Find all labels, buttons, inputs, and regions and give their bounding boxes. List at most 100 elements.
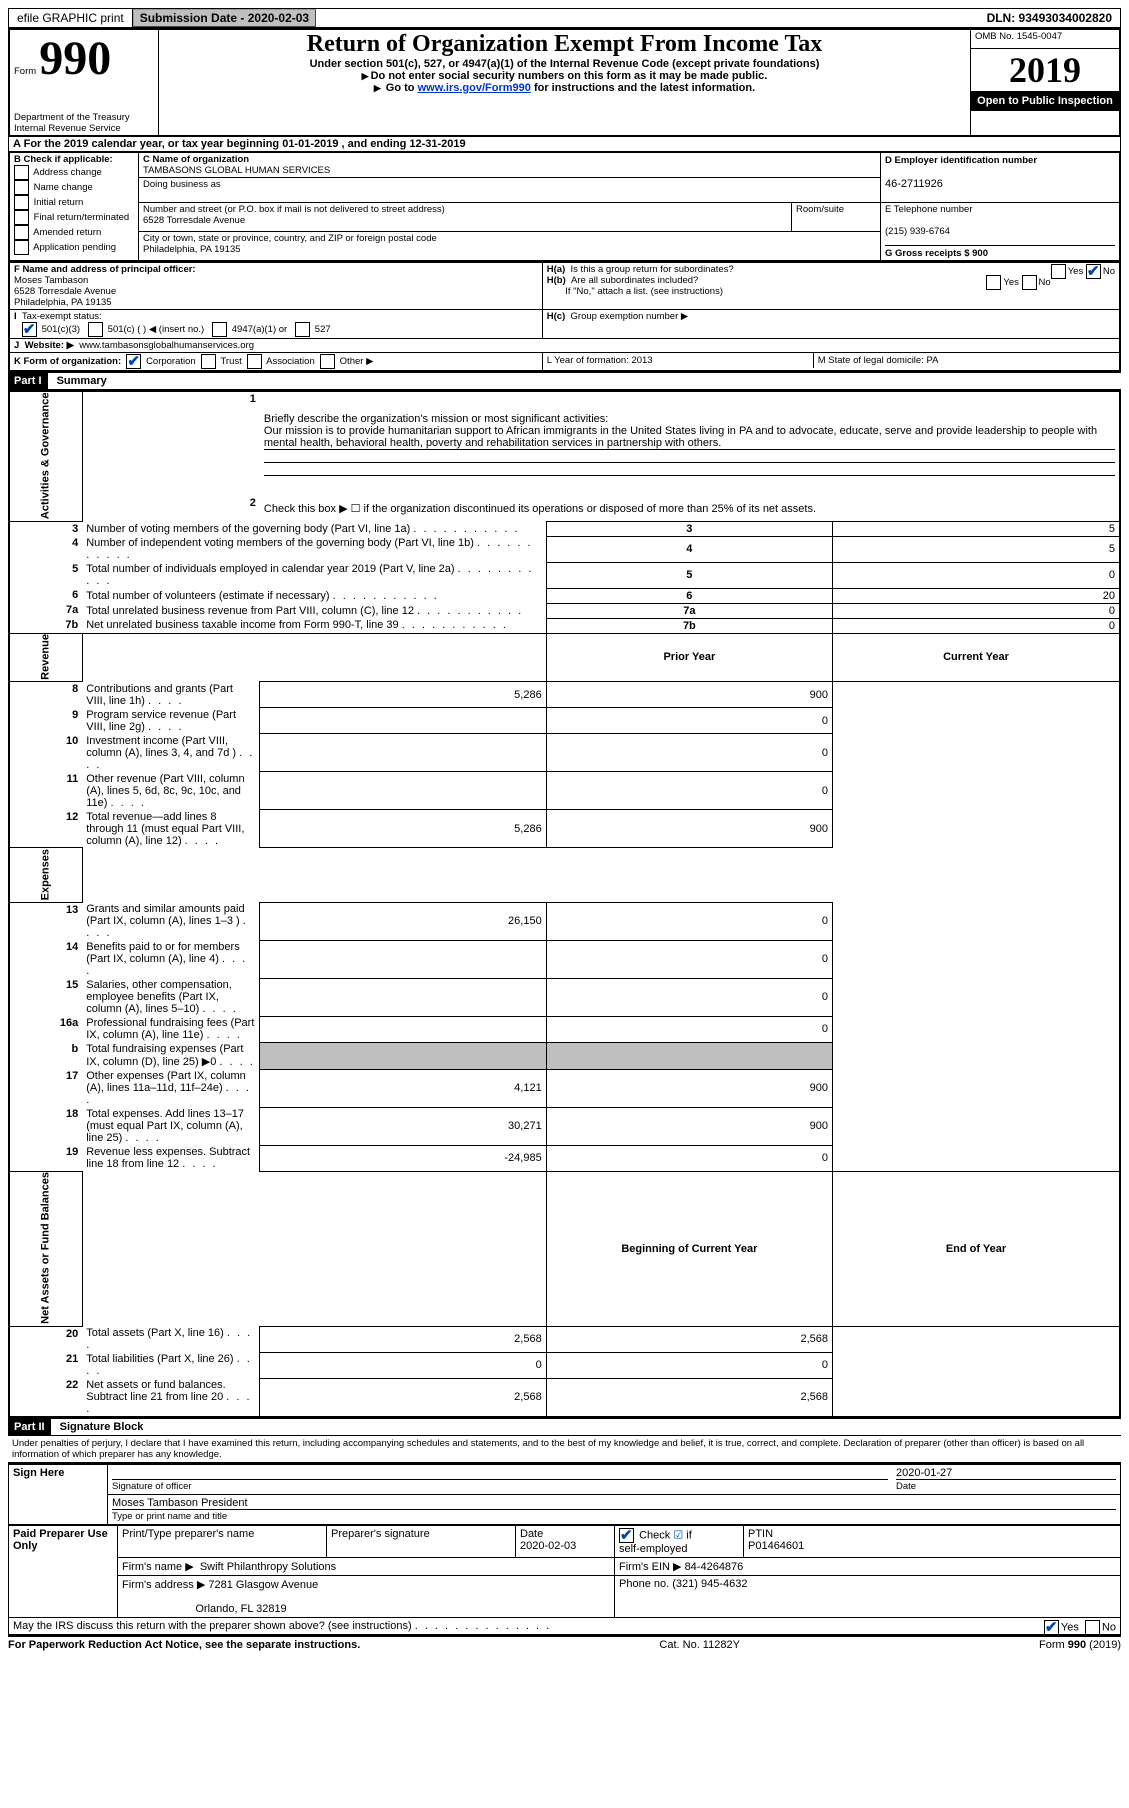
jurat: Under penalties of perjury, I declare th… — [8, 1436, 1121, 1464]
g-label: G Gross receipts $ 900 — [885, 248, 988, 259]
website: www.tambasonsglobalhumanservices.org — [79, 340, 254, 351]
col-current: Current Year — [833, 633, 1120, 682]
date-label: Date — [896, 1481, 916, 1492]
discuss-yes[interactable] — [1044, 1620, 1059, 1635]
rev-label: Revenue — [9, 633, 82, 682]
discuss-row: May the IRS discuss this return with the… — [8, 1618, 1121, 1635]
i-527[interactable] — [295, 322, 310, 337]
b-check[interactable] — [14, 180, 29, 195]
firm-addr2: Orlando, FL 32819 — [195, 1603, 286, 1615]
dept-line1: Department of the Treasury — [14, 112, 154, 123]
tax-year: 2019 — [971, 49, 1119, 91]
k-label: K Form of organization: — [14, 356, 121, 367]
page-footer: For Paperwork Reduction Act Notice, see … — [8, 1635, 1121, 1651]
hb-note: If "No," attach a list. (see instruction… — [565, 286, 723, 297]
open-public: Open to Public Inspection — [971, 91, 1119, 111]
part2-header: Part II — [8, 1419, 51, 1435]
b-check[interactable] — [14, 225, 29, 240]
c-name-label: C Name of organization — [143, 154, 249, 165]
line-a: A For the 2019 calendar year, or tax yea… — [8, 137, 1121, 152]
officer-name: Moses Tambason — [14, 275, 88, 286]
prep-name-label: Print/Type preparer's name — [118, 1526, 327, 1558]
ha-label: Is this a group return for subordinates? — [571, 264, 734, 275]
street-label: Number and street (or P.O. box if mail i… — [143, 204, 445, 215]
k-assoc[interactable] — [247, 354, 262, 369]
street: 6528 Torresdale Avenue — [143, 215, 245, 226]
firm-ein: 84-4264876 — [685, 1561, 744, 1573]
net-label: Net Assets or Fund Balances — [9, 1171, 82, 1326]
b-check[interactable] — [14, 165, 29, 180]
dba-label: Doing business as — [143, 179, 221, 190]
efile-label: efile GRAPHIC print — [9, 9, 133, 27]
officer-block: F Name and address of principal officer:… — [8, 262, 1121, 372]
col-prior: Prior Year — [546, 633, 832, 682]
subtitle-2: Do not enter social security numbers on … — [163, 70, 966, 82]
j-label: Website: ▶ — [25, 340, 74, 351]
omb: OMB No. 1545-0047 — [971, 29, 1121, 49]
discuss-no[interactable] — [1085, 1620, 1100, 1635]
m-label: M State of legal domicile: PA — [813, 353, 1119, 368]
firm-addr1: 7281 Glasgow Avenue — [208, 1579, 318, 1591]
gov-label: Activities & Governance — [9, 391, 82, 521]
city: Philadelphia, PA 19135 — [143, 244, 241, 255]
subtitle-1: Under section 501(c), 527, or 4947(a)(1)… — [163, 58, 966, 70]
sig-date: 2020-01-27 — [896, 1467, 952, 1479]
part1-header: Part I — [8, 373, 48, 389]
col-begin: Beginning of Current Year — [546, 1171, 832, 1326]
i-501c[interactable] — [88, 322, 103, 337]
ha-yes[interactable] — [1051, 264, 1066, 279]
footer-mid: Cat. No. 11282Y — [659, 1639, 740, 1651]
phone: (215) 939-6764 — [885, 226, 950, 237]
k-other[interactable] — [320, 354, 335, 369]
self-emp-check[interactable] — [619, 1528, 634, 1543]
top-bar: efile GRAPHIC print Submission Date - 20… — [8, 8, 1121, 28]
f-label: F Name and address of principal officer: — [14, 264, 196, 275]
b-check[interactable] — [14, 210, 29, 225]
i-4947[interactable] — [212, 322, 227, 337]
city-label: City or town, state or province, country… — [143, 233, 437, 244]
part1-table: Activities & Governance 1 Briefly descri… — [8, 390, 1121, 1418]
line2: Check this box ▶ ☐ if the organization d… — [260, 496, 1120, 521]
mission-label: Briefly describe the organization's miss… — [264, 413, 608, 425]
paid-preparer-block: Paid Preparer Use Only Print/Type prepar… — [8, 1525, 1121, 1618]
hb-no[interactable] — [1022, 275, 1037, 290]
k-corp[interactable] — [126, 354, 141, 369]
exp-label: Expenses — [9, 848, 82, 902]
sign-here-block: Sign Here Signature of officer 2020-01-2… — [8, 1464, 1121, 1525]
mission: Our mission is to provide humanitarian s… — [264, 425, 1097, 449]
firm-name: Swift Philanthropy Solutions — [200, 1561, 336, 1573]
submission-date[interactable]: Submission Date - 2020-02-03 — [133, 9, 316, 27]
col-end: End of Year — [833, 1171, 1120, 1326]
footer-right: Form 990 (2019) — [1039, 1639, 1121, 1651]
l-label: L Year of formation: 2013 — [543, 353, 813, 368]
hb-label: Are all subordinates included? — [571, 275, 698, 286]
b-check[interactable] — [14, 240, 29, 255]
part2-title: Signature Block — [54, 1421, 144, 1433]
prep-date: 2020-02-03 — [520, 1540, 576, 1552]
k-trust[interactable] — [201, 354, 216, 369]
b-check[interactable] — [14, 195, 29, 210]
e-label: E Telephone number — [885, 204, 973, 215]
sig-officer-label: Signature of officer — [112, 1481, 192, 1492]
b-title: B Check if applicable: — [14, 154, 113, 165]
form-title: Return of Organization Exempt From Incom… — [163, 31, 966, 58]
dln: DLN: 93493034002820 — [979, 9, 1120, 27]
irs-link[interactable]: www.irs.gov/Form990 — [418, 82, 531, 94]
hc-label: Group exemption number ▶ — [571, 311, 689, 322]
hb-yes[interactable] — [986, 275, 1001, 290]
form-number: 990 — [39, 32, 111, 85]
sign-here: Sign Here — [9, 1465, 108, 1525]
form-header: Form 990 Department of the Treasury Inte… — [8, 28, 1121, 137]
ptin: P01464601 — [748, 1540, 804, 1552]
i-501c3[interactable] — [22, 322, 37, 337]
sub3-pre: Go to — [386, 82, 418, 94]
sub3-post: for instructions and the latest informat… — [534, 82, 755, 94]
ein: 46-2711926 — [885, 178, 943, 190]
ha-no[interactable] — [1086, 264, 1101, 279]
prep-sig-label: Preparer's signature — [327, 1526, 516, 1558]
form-label: Form — [14, 66, 36, 77]
d-label: D Employer identification number — [885, 155, 1037, 166]
officer-typed: Moses Tambason President — [112, 1497, 248, 1509]
firm-phone: (321) 945-4632 — [672, 1578, 747, 1590]
officer-type-label: Type or print name and title — [112, 1511, 227, 1522]
